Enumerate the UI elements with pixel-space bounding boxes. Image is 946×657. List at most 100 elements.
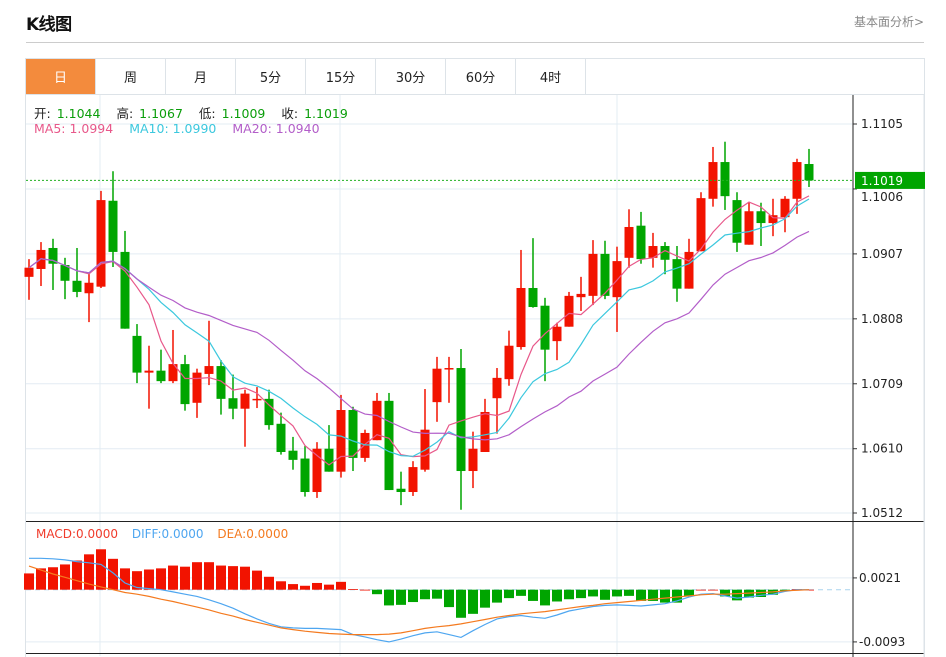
tab-week[interactable]: 周 bbox=[96, 59, 166, 94]
macd-bar bbox=[204, 562, 214, 590]
candle-body[interactable] bbox=[144, 370, 154, 373]
candle-body[interactable] bbox=[744, 211, 754, 245]
candle-body[interactable] bbox=[312, 448, 322, 493]
tab-day[interactable]: 日 bbox=[26, 59, 96, 94]
candle-body[interactable] bbox=[384, 400, 394, 491]
candle-body[interactable] bbox=[792, 162, 802, 199]
macd-bar bbox=[252, 570, 262, 590]
candle-body[interactable] bbox=[720, 162, 730, 197]
candle-body[interactable] bbox=[60, 265, 70, 281]
candle-body[interactable] bbox=[432, 368, 442, 403]
candle-body[interactable] bbox=[204, 366, 214, 374]
candle-body[interactable] bbox=[288, 450, 298, 460]
candle-body[interactable] bbox=[636, 225, 646, 260]
candle-body[interactable] bbox=[192, 372, 202, 403]
candle-body[interactable] bbox=[72, 280, 82, 292]
candle-body[interactable] bbox=[252, 398, 262, 401]
candle-body[interactable] bbox=[612, 261, 622, 298]
macd-bar bbox=[156, 568, 166, 590]
price-tick-label: 1.0907 bbox=[861, 247, 903, 261]
period-tabs: 日 周 月 5分 15分 30分 60分 4时 bbox=[26, 59, 924, 95]
candle-body[interactable] bbox=[444, 368, 454, 370]
macd-bar bbox=[600, 589, 610, 600]
tab-30min[interactable]: 30分 bbox=[376, 59, 446, 94]
candle-body[interactable] bbox=[408, 467, 418, 493]
macd-bar bbox=[468, 589, 478, 614]
candle-body[interactable] bbox=[216, 366, 226, 399]
candle-body[interactable] bbox=[600, 253, 610, 296]
candle-body[interactable] bbox=[180, 364, 190, 405]
candle-body[interactable] bbox=[300, 458, 310, 493]
macd-bar bbox=[84, 554, 94, 590]
candle-body[interactable] bbox=[732, 200, 742, 243]
candle-body[interactable] bbox=[84, 282, 94, 294]
candle-body[interactable] bbox=[648, 246, 658, 258]
candle-body[interactable] bbox=[336, 410, 346, 472]
macd-bar bbox=[120, 568, 130, 590]
candle-body[interactable] bbox=[540, 305, 550, 350]
macd-bar bbox=[276, 581, 286, 590]
candle-body[interactable] bbox=[264, 398, 274, 426]
candle-body[interactable] bbox=[576, 293, 586, 298]
candle-body[interactable] bbox=[588, 253, 598, 296]
candle-body[interactable] bbox=[672, 259, 682, 289]
ma5-value: MA5: 1.0994 bbox=[34, 121, 114, 136]
macd-bar bbox=[636, 589, 646, 601]
candle-body[interactable] bbox=[108, 200, 118, 252]
macd-bar bbox=[360, 589, 370, 591]
candle-body[interactable] bbox=[372, 400, 382, 441]
candle-body[interactable] bbox=[96, 200, 106, 287]
tab-4hour[interactable]: 4时 bbox=[516, 59, 586, 94]
candle-body[interactable] bbox=[660, 246, 670, 260]
candle-body[interactable] bbox=[240, 393, 250, 409]
candle-body[interactable] bbox=[528, 287, 538, 308]
macd-bar bbox=[720, 589, 730, 597]
candle-body[interactable] bbox=[780, 198, 790, 218]
tab-month[interactable]: 月 bbox=[166, 59, 236, 94]
candle-body[interactable] bbox=[516, 287, 526, 348]
candle-body[interactable] bbox=[504, 345, 514, 380]
macd-bar bbox=[72, 560, 82, 590]
candle-body[interactable] bbox=[804, 164, 814, 181]
candle-body[interactable] bbox=[684, 251, 694, 289]
tab-5min[interactable]: 5分 bbox=[236, 59, 306, 94]
macd-bar bbox=[432, 589, 442, 599]
candle-body[interactable] bbox=[756, 211, 766, 224]
macd-bar bbox=[540, 589, 550, 606]
candle-body[interactable] bbox=[492, 377, 502, 399]
low-label: 低: bbox=[198, 106, 216, 121]
candle-body[interactable] bbox=[552, 326, 562, 342]
macd-bar bbox=[96, 549, 106, 590]
candle-body[interactable] bbox=[624, 226, 634, 258]
candle-body[interactable] bbox=[276, 423, 286, 452]
candle-body[interactable] bbox=[396, 488, 406, 493]
candle-body[interactable] bbox=[348, 410, 358, 458]
macd-tick-label: -0.0093 bbox=[859, 635, 905, 649]
candle-body[interactable] bbox=[456, 368, 466, 472]
macd-bar bbox=[336, 581, 346, 590]
candle-body[interactable] bbox=[168, 364, 178, 382]
ma10-value: MA10: 1.0990 bbox=[129, 121, 217, 136]
fundamental-analysis-link[interactable]: 基本面分析> bbox=[853, 15, 924, 29]
candle-body[interactable] bbox=[708, 162, 718, 199]
open-label: 开: bbox=[34, 106, 51, 121]
candle-body[interactable] bbox=[480, 411, 490, 452]
candle-body[interactable] bbox=[696, 198, 706, 252]
tab-60min[interactable]: 60分 bbox=[446, 59, 516, 94]
candle-body[interactable] bbox=[228, 398, 238, 409]
tab-15min[interactable]: 15分 bbox=[306, 59, 376, 94]
macd-bar bbox=[696, 589, 706, 591]
macd-bar bbox=[408, 589, 418, 603]
candle-body[interactable] bbox=[120, 251, 130, 329]
candle-body[interactable] bbox=[48, 247, 58, 264]
candle-body[interactable] bbox=[468, 448, 478, 472]
price-tick-label: 1.0610 bbox=[861, 442, 903, 456]
candle-body[interactable] bbox=[132, 335, 142, 373]
candle-body[interactable] bbox=[564, 295, 574, 327]
candle-body[interactable] bbox=[324, 448, 334, 472]
candle-body[interactable] bbox=[24, 267, 34, 277]
candle-body[interactable] bbox=[156, 370, 166, 382]
macd-bar bbox=[756, 589, 766, 597]
candle-body[interactable] bbox=[768, 215, 778, 224]
